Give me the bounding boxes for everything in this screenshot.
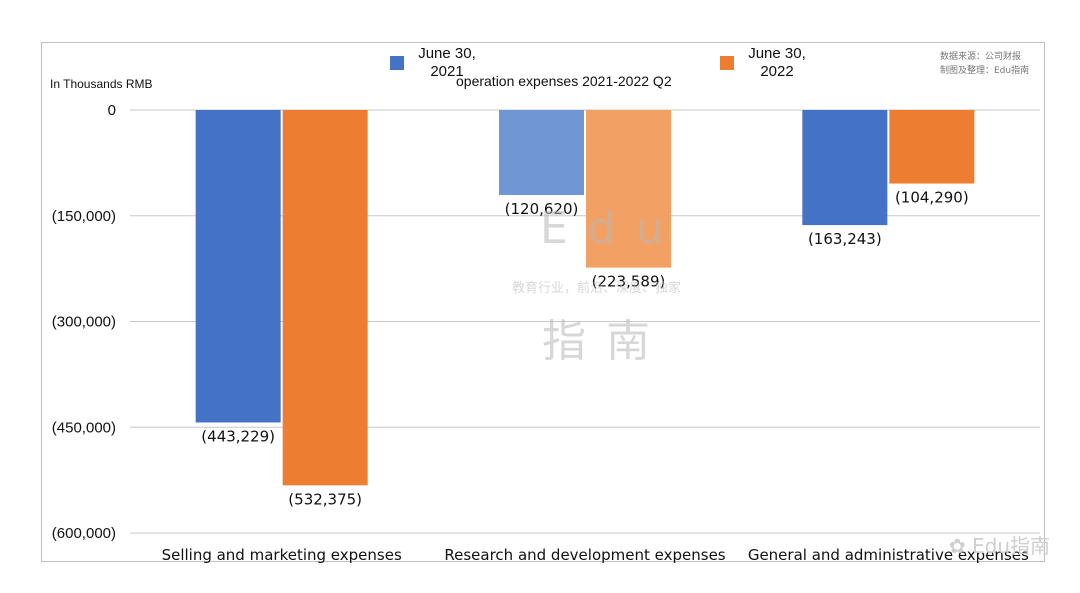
chart-title: operation expenses 2021-2022 Q2	[456, 73, 672, 89]
data-label: (223,589)	[592, 273, 666, 291]
legend-label-2021: June 30, 2021	[418, 45, 476, 80]
x-category-label: Selling and marketing expenses	[162, 546, 402, 563]
bar-chart: 0 (150,000) (300,000) (450,000) (600,000) (44…	[52, 102, 1040, 563]
data-label: (443,229)	[201, 427, 275, 445]
bar	[499, 110, 584, 196]
data-label: (532,375)	[288, 490, 362, 508]
y-tick-label: (600,000)	[52, 525, 116, 542]
data-label: (163,243)	[808, 230, 882, 248]
watermark-logo-top: Edu	[540, 203, 684, 254]
y-tick-label: (150,000)	[52, 208, 116, 225]
y-tick-label: (300,000)	[52, 314, 116, 331]
y-tick-label: 0	[108, 102, 116, 119]
bar	[195, 110, 281, 423]
chart-frame: 0 (150,000) (300,000) (450,000) (600,000) (44…	[41, 42, 1045, 563]
wechat-icon: ✿	[948, 534, 966, 558]
legend-label-2022: June 30, 2022	[748, 45, 806, 80]
watermark-corner: ✿ Edu指南	[948, 534, 1050, 558]
watermark-tagline: 教育行业，前沿、深度、独家	[512, 281, 682, 296]
x-category-label: General and administrative expenses	[748, 546, 1029, 563]
legend-swatch-2021	[390, 56, 404, 70]
watermark-logo-bottom: 指南	[542, 316, 670, 367]
bar	[282, 110, 368, 486]
legend-swatch-2022	[720, 56, 734, 70]
source-note: 数据来源：公司财报 制图及整理：Edu指南	[940, 52, 1030, 76]
bar	[586, 110, 671, 268]
data-label: (120,620)	[505, 200, 579, 218]
x-category-label: Research and development expenses	[444, 546, 725, 563]
bar	[802, 110, 888, 226]
bar	[889, 110, 975, 184]
y-axis-unit: In Thousands RMB	[50, 77, 153, 91]
y-tick-label: (450,000)	[52, 419, 116, 436]
data-label: (104,290)	[895, 189, 969, 207]
